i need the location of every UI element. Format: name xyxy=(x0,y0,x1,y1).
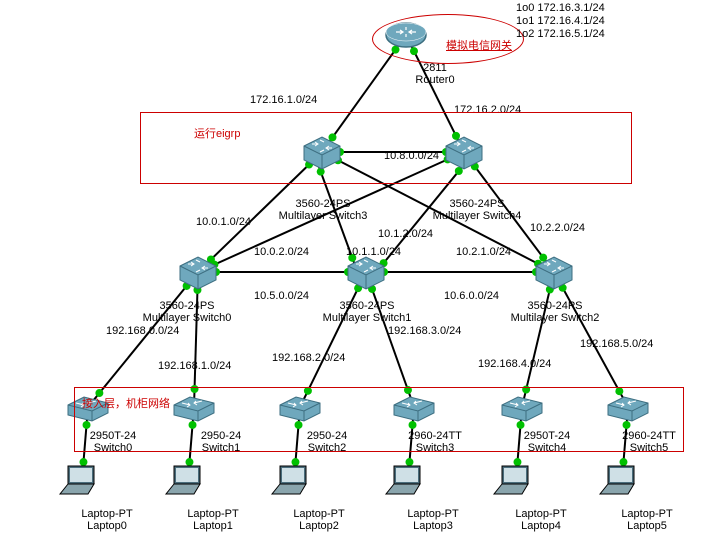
device-name: Multilayer Switch2 xyxy=(510,312,600,324)
device-label: 3560-24PSMultilayer Switch2 xyxy=(510,300,600,324)
link-label: 192.168.2.0/24 xyxy=(272,352,345,364)
device-model: 2811 xyxy=(390,62,480,74)
link-label: 10.1.1.0/24 xyxy=(346,246,401,258)
device-model: Laptop-PT xyxy=(168,508,258,520)
loopback-label: 1o1 172.16.4.1/24 xyxy=(516,15,605,27)
eigrp-box xyxy=(140,112,632,184)
device-label: Laptop-PTLaptop0 xyxy=(62,508,152,532)
device-model: 3560-24PS xyxy=(510,300,600,312)
link-label: 192.168.0.0/24 xyxy=(106,325,179,337)
link-label: 10.0.1.0/24 xyxy=(196,216,251,228)
device-label: 3560-24PSMultilayer Switch0 xyxy=(142,300,232,324)
link-label: 192.168.1.0/24 xyxy=(158,360,231,372)
device-label: Laptop-PTLaptop5 xyxy=(602,508,692,532)
device-label: Laptop-PTLaptop3 xyxy=(388,508,478,532)
link-label: 192.168.5.0/24 xyxy=(580,338,653,350)
access-box xyxy=(74,387,684,452)
device-name: Laptop5 xyxy=(602,520,692,532)
device-name: Multilayer Switch3 xyxy=(278,210,368,222)
eigrp-label: 运行eigrp xyxy=(194,128,240,140)
loopback-label: 1o0 172.16.3.1/24 xyxy=(516,2,605,14)
device-name: Laptop4 xyxy=(496,520,586,532)
device-label: 3560-24PSMultilayer Switch4 xyxy=(432,198,522,222)
device-name: Multilayer Switch1 xyxy=(322,312,412,324)
device-model: 3560-24PS xyxy=(432,198,522,210)
device-label: Laptop-PTLaptop2 xyxy=(274,508,364,532)
device-model: 3560-24PS xyxy=(278,198,368,210)
device-label: 3560-24PSMultilayer Switch3 xyxy=(278,198,368,222)
device-name: Multilayer Switch4 xyxy=(432,210,522,222)
device-label: Laptop-PTLaptop1 xyxy=(168,508,258,532)
link-label: 192.168.4.0/24 xyxy=(478,358,551,370)
device-model: 3560-24PS xyxy=(142,300,232,312)
link-label: 10.2.2.0/24 xyxy=(530,222,585,234)
device-model: Laptop-PT xyxy=(602,508,692,520)
device-label: 2811Router0 xyxy=(390,62,480,86)
link-label: 10.5.0.0/24 xyxy=(254,290,309,302)
device-label: 3560-24PSMultilayer Switch1 xyxy=(322,300,412,324)
device-name: Laptop2 xyxy=(274,520,364,532)
device-name: Router0 xyxy=(390,74,480,86)
device-model: Laptop-PT xyxy=(274,508,364,520)
device-model: Laptop-PT xyxy=(496,508,586,520)
device-name: Laptop3 xyxy=(388,520,478,532)
link-label: 10.2.1.0/24 xyxy=(456,246,511,258)
device-name: Laptop0 xyxy=(62,520,152,532)
link-label: 10.6.0.0/24 xyxy=(444,290,499,302)
link-label: 172.16.1.0/24 xyxy=(250,94,317,106)
device-label: Laptop-PTLaptop4 xyxy=(496,508,586,532)
gateway-label: 模拟电信网关 xyxy=(446,40,512,52)
device-model: Laptop-PT xyxy=(62,508,152,520)
gateway-ellipse xyxy=(372,14,524,64)
device-name: Laptop1 xyxy=(168,520,258,532)
access-label: 接入层，机柜网络 xyxy=(82,398,170,410)
device-model: 3560-24PS xyxy=(322,300,412,312)
device-model: Laptop-PT xyxy=(388,508,478,520)
link-label: 10.0.2.0/24 xyxy=(254,246,309,258)
loopback-label: 1o2 172.16.5.1/24 xyxy=(516,28,605,40)
link-label: 10.1.2.0/24 xyxy=(378,228,433,240)
device-name: Multilayer Switch0 xyxy=(142,312,232,324)
link-label: 192.168.3.0/24 xyxy=(388,325,461,337)
